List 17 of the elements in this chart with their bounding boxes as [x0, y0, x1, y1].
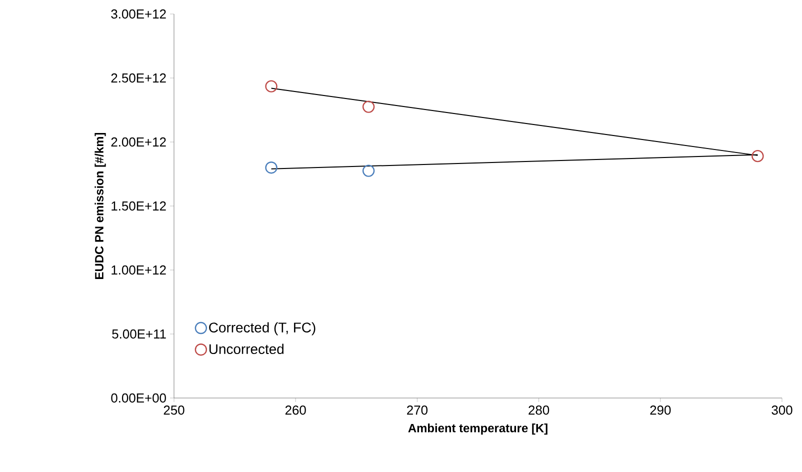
y-tick-label: 1.50E+12 — [112, 201, 166, 211]
y-tick-label: 1.00E+12 — [112, 265, 166, 275]
x-tick-label: 290 — [650, 406, 671, 415]
x-tick-label: 280 — [528, 406, 550, 415]
legend-label: Uncorrected — [209, 344, 284, 354]
x-tick-label: 300 — [772, 406, 792, 415]
legend-label: Corrected (T, FC) — [209, 322, 316, 336]
y-tick-label: 5.00E+11 — [112, 329, 166, 339]
y-axis-title: EUDC PN emission [#/km] — [94, 132, 106, 279]
x-tick-label: 260 — [285, 406, 306, 415]
y-tick-label: 3.00E+12 — [111, 9, 166, 19]
x-axis-title: Ambient temperature [K] — [408, 424, 548, 435]
y-tick-label: 2.50E+12 — [111, 73, 166, 83]
x-tick-label: 250 — [164, 406, 184, 415]
x-tick-label: 270 — [407, 406, 428, 415]
y-tick-label: 0.00E+00 — [111, 393, 166, 403]
y-tick-label: 2.00E+12 — [111, 137, 166, 147]
